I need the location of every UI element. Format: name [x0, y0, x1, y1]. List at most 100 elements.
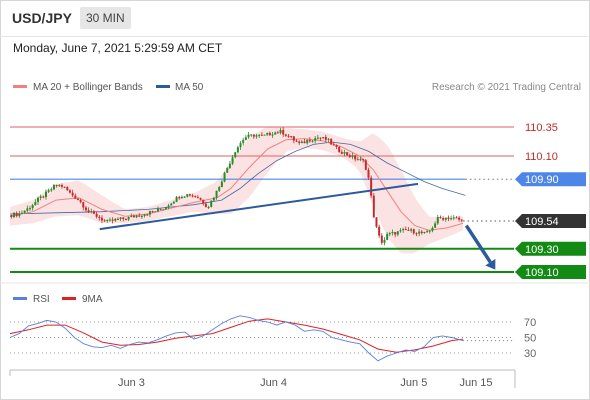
level-value: 109.10	[525, 267, 559, 279]
ma50-legend-swatch	[156, 85, 170, 88]
level-value: 109.54	[525, 216, 559, 228]
candle-body	[447, 217, 450, 219]
candle-body	[140, 215, 143, 217]
candle-body	[258, 134, 261, 136]
candle-body	[367, 169, 370, 178]
candle-body	[410, 229, 413, 231]
ma50-line	[9, 141, 466, 215]
level-tag	[515, 213, 586, 228]
candle-body	[226, 168, 229, 173]
candle-body	[380, 235, 383, 243]
candle-body	[151, 211, 154, 213]
level-label-109-90: 109.90	[515, 172, 586, 187]
candle-body	[287, 135, 290, 137]
candle-body	[335, 145, 338, 148]
candle-body	[31, 205, 34, 209]
candle-body	[95, 213, 98, 217]
rsi-legend-swatch	[13, 297, 27, 300]
candle-body	[28, 208, 31, 210]
candle-body	[183, 196, 186, 198]
level-value: 109.90	[525, 174, 559, 186]
candle-body	[386, 233, 389, 240]
candle-body	[338, 147, 341, 152]
candle-body	[322, 137, 325, 139]
candle-body	[188, 194, 191, 196]
candle-body	[228, 163, 231, 169]
candle-body	[127, 216, 130, 220]
candle-body	[167, 205, 170, 208]
forecast-arrow-head	[485, 258, 496, 270]
x-tick-label: Jun 4	[260, 377, 287, 389]
candle-body	[234, 152, 237, 158]
ma20-legend-swatch	[13, 85, 27, 88]
candle-body	[290, 136, 293, 138]
candle-body	[346, 152, 349, 156]
candle-body	[327, 138, 330, 140]
x-tick-label: Jun 5	[400, 377, 427, 389]
candle-body	[130, 215, 133, 217]
candle-body	[306, 140, 309, 144]
candle-body	[420, 231, 423, 234]
candle-body	[55, 185, 58, 187]
candle-body	[332, 144, 335, 146]
candle-body	[154, 211, 157, 213]
candle-body	[159, 208, 162, 210]
candle-body	[399, 230, 402, 232]
candle-body	[250, 134, 253, 136]
ma20-line	[9, 138, 464, 231]
candle-body	[298, 141, 301, 144]
rsi-legend: RSI 9MA	[13, 294, 103, 305]
candle-body	[12, 212, 15, 218]
candle-body	[26, 208, 29, 211]
candle-body	[431, 227, 434, 231]
candle-body	[319, 137, 322, 139]
candle-body	[79, 199, 82, 203]
candle-body	[442, 218, 445, 220]
candle-body	[114, 218, 117, 221]
candle-body	[324, 137, 327, 140]
candle-body	[396, 231, 399, 235]
candle-body	[444, 217, 447, 220]
candle-body	[407, 229, 410, 231]
candle-body	[100, 217, 103, 221]
candle-body	[364, 160, 367, 170]
rsi-ma9-line	[9, 318, 464, 353]
candle-body	[292, 136, 295, 141]
candle-body	[119, 217, 122, 220]
candle-body	[196, 197, 199, 199]
level-label-110-35: 110.35	[525, 122, 558, 134]
candle-body	[351, 155, 354, 157]
candle-body	[236, 147, 239, 153]
candle-body	[156, 208, 159, 212]
candle-body	[231, 157, 234, 164]
candle-body	[212, 197, 215, 201]
candle-body	[314, 138, 317, 141]
candle-body	[394, 232, 397, 235]
candle-body	[132, 215, 135, 218]
candle-body	[162, 209, 165, 211]
candle-body	[202, 199, 205, 204]
candle-body	[378, 226, 381, 236]
level-value: 109.30	[525, 244, 559, 256]
candle-body	[343, 152, 346, 154]
candle-body	[362, 159, 365, 161]
candle-body	[404, 229, 407, 231]
candle-body	[76, 198, 79, 200]
candle-body	[439, 217, 442, 219]
candle-body	[359, 159, 362, 161]
interval-badge[interactable]: 30 MIN	[80, 7, 131, 29]
candle-body	[98, 216, 101, 218]
candle-body	[186, 194, 189, 197]
level-value: 110.35	[525, 122, 558, 134]
candle-body	[148, 211, 151, 215]
ma20-legend-label: MA 20 + Bollinger Bands	[33, 82, 143, 93]
candle-body	[308, 140, 311, 142]
candle-body	[44, 191, 47, 198]
candle-body	[383, 239, 386, 243]
candle-body	[207, 206, 210, 208]
candle-body	[15, 212, 18, 217]
candle-body	[194, 195, 197, 198]
candle-body	[108, 219, 111, 221]
candle-body	[279, 129, 282, 134]
